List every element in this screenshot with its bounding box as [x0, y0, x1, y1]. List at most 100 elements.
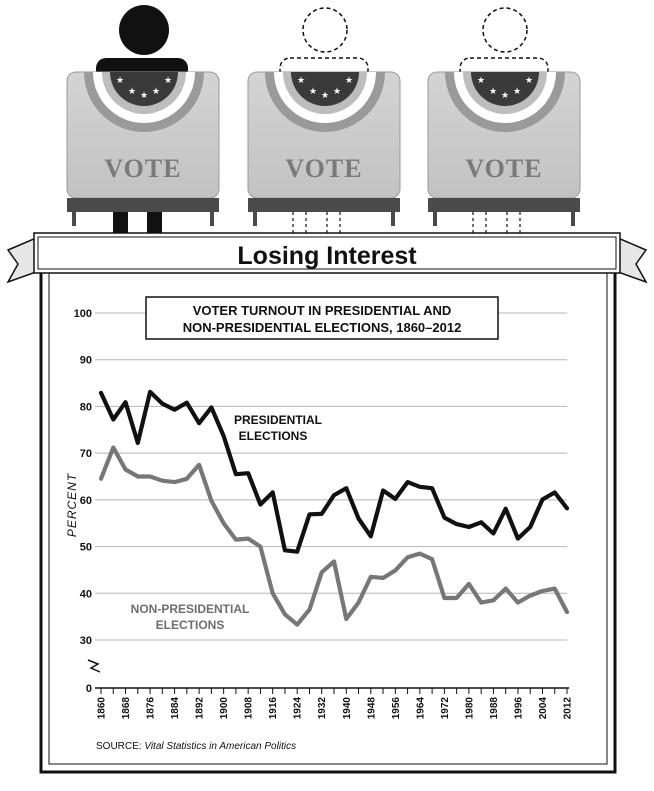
empty-voter-head-icon — [482, 7, 528, 53]
presidential-data-point — [308, 513, 311, 516]
non-presidential-data-point — [529, 594, 531, 597]
x-tick-label: 1972 — [440, 697, 451, 720]
non-presidential-data-point — [357, 601, 360, 604]
non-presidential-data-point — [492, 599, 495, 602]
svg-text:★: ★ — [321, 91, 329, 101]
non-presidential-data-point — [333, 560, 335, 563]
booth-vote-label: VOTE — [104, 154, 181, 183]
non-presidential-data-point — [382, 577, 384, 579]
non-presidential-data-point — [553, 587, 556, 590]
presidential-data-point — [394, 498, 397, 500]
source-prefix: SOURCE: — [96, 741, 144, 752]
presidential-data-point — [149, 391, 151, 393]
svg-text:★: ★ — [116, 76, 124, 86]
non-presidential-data-point — [247, 537, 249, 540]
presidential-data-point — [357, 517, 360, 520]
svg-text:★: ★ — [164, 76, 172, 86]
presidential-data-point — [235, 473, 237, 476]
non-presidential-data-point — [271, 592, 274, 595]
presidential-data-point — [529, 526, 531, 528]
presidential-data-point — [492, 532, 495, 535]
presidential-data-point — [504, 507, 507, 510]
svg-text:★: ★ — [525, 76, 533, 86]
non-presidential-data-point — [173, 481, 176, 483]
x-tick-label: 1908 — [244, 697, 255, 720]
star-bunting-icon — [471, 72, 539, 106]
non-presidential-data-point — [296, 623, 299, 626]
chart-title-line-1: VOTER TURNOUT IN PRESIDENTIAL AND — [193, 303, 452, 318]
non-presidential-data-point — [370, 576, 372, 578]
non-presidential-data-point — [394, 569, 397, 572]
x-tick-label: 1988 — [489, 697, 500, 720]
x-tick-label: 1956 — [391, 697, 402, 720]
presidential-data-point — [210, 406, 213, 409]
source-note: SOURCE: Vital Statistics in American Pol… — [96, 741, 296, 752]
non-presidential-data-point — [504, 587, 507, 590]
presidential-data-point — [333, 494, 335, 497]
non-presidential-data-point — [100, 478, 102, 480]
voter-leg-icon — [113, 212, 128, 234]
non-presidential-data-point — [406, 556, 409, 559]
presidential-label-line-2: ELECTIONS — [239, 429, 308, 443]
voting-booths: ★ ★ ★ ★ ★ VOTE ★ ★ ★ ★ ★ VOTE — [66, 5, 581, 234]
non-presidential-data-point — [149, 475, 151, 478]
x-tick-label: 1916 — [268, 697, 279, 720]
x-axis-ticks: 1860 1868 1876 1884 1892 1900 1908 1916 1924 1932… — [97, 688, 574, 719]
presidential-data-point — [296, 550, 299, 553]
svg-text:★: ★ — [513, 87, 521, 97]
non-presidential-data-point — [431, 558, 433, 560]
svg-text:★: ★ — [489, 87, 497, 97]
star-bunting-icon — [110, 72, 178, 106]
presidential-data-point — [112, 418, 115, 421]
presidential-data-point — [517, 537, 519, 540]
svg-text:★: ★ — [152, 87, 160, 97]
svg-text:★: ★ — [333, 87, 341, 97]
x-tick-label: 1964 — [415, 697, 426, 720]
presidential-data-point — [553, 491, 556, 494]
x-tick-label: 1860 — [97, 697, 108, 720]
non-presidential-label-line-2: ELECTIONS — [156, 618, 225, 632]
voter-head-icon — [119, 5, 169, 55]
chart-title-line-2: NON-PRESIDENTIAL ELECTIONS, 1860–2012 — [183, 320, 462, 335]
banner-right-tail — [617, 236, 648, 284]
presidential-data-point — [222, 435, 225, 437]
non-presidential-label-line-1: NON-PRESIDENTIAL — [131, 602, 250, 616]
x-tick-label: 2012 — [563, 697, 574, 720]
presidential-data-point — [480, 521, 483, 524]
x-tick-label: 1876 — [146, 697, 157, 720]
svg-text:★: ★ — [477, 76, 485, 86]
presidential-data-point — [271, 491, 274, 494]
presidential-data-point — [541, 498, 544, 501]
non-presidential-data-point — [566, 611, 568, 613]
y-tick-label: 100 — [74, 308, 92, 320]
x-tick-label: 1884 — [170, 697, 181, 720]
x-tick-label: 1940 — [342, 697, 353, 720]
svg-text:★: ★ — [345, 76, 353, 86]
presidential-data-point — [198, 422, 200, 425]
non-presidential-data-point — [284, 613, 286, 616]
y-tick-label: 0 — [86, 683, 92, 695]
x-tick-label: 2004 — [538, 697, 549, 720]
non-presidential-data-point — [235, 538, 237, 541]
presidential-data-point — [137, 442, 139, 444]
presidential-data-point — [247, 472, 249, 475]
presidential-data-point — [284, 549, 286, 552]
presidential-data-point — [419, 486, 421, 488]
x-tick-label: 1996 — [513, 697, 524, 720]
non-presidential-data-point — [124, 468, 127, 471]
y-tick-label: 80 — [80, 401, 92, 413]
empty-voter-head-icon — [302, 7, 348, 53]
y-tick-label: 70 — [80, 448, 92, 460]
axis-break-icon — [87, 659, 101, 673]
voting-booth-1: ★ ★ ★ ★ ★ VOTE — [66, 5, 220, 234]
presidential-data-point — [406, 481, 409, 483]
star-bunting-icon — [291, 72, 359, 106]
y-tick-label: 40 — [80, 588, 92, 600]
title-banner: Losing Interest — [6, 232, 648, 284]
banner-left-tail — [6, 236, 37, 284]
presidential-data-point — [259, 503, 262, 506]
non-presidential-data-point — [222, 522, 225, 524]
x-tick-label: 1868 — [121, 697, 132, 720]
non-presidential-data-point — [541, 590, 544, 592]
